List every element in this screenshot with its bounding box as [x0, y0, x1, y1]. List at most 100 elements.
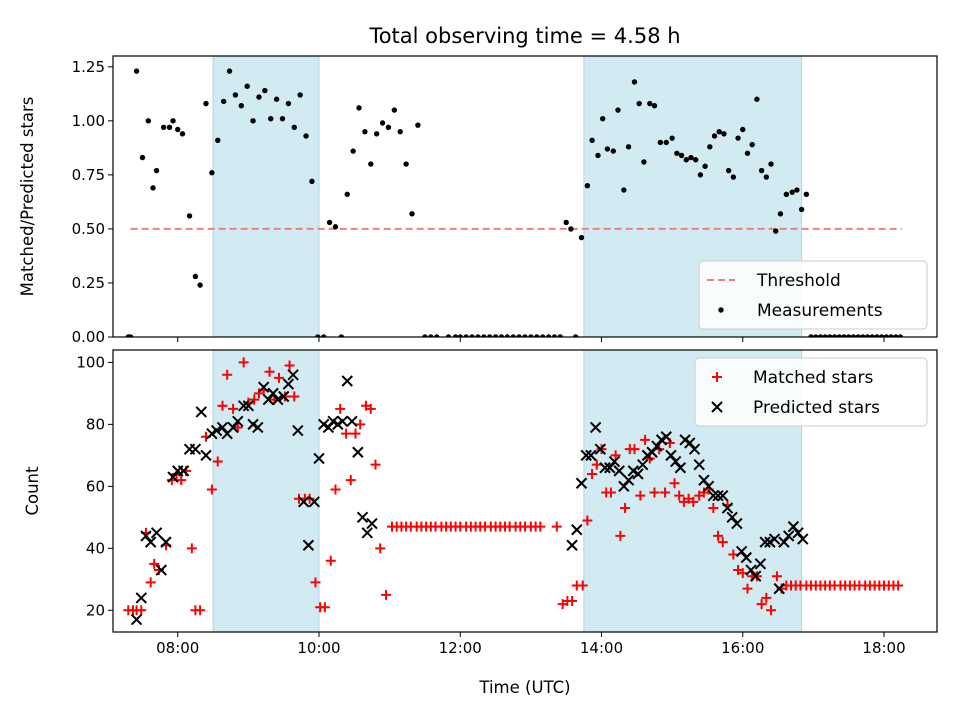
measurement-point [860, 334, 866, 337]
x-tick-label: 14:00 [580, 639, 623, 657]
legend-matched-swatch [712, 372, 722, 382]
predicted-point [356, 511, 369, 524]
matched-point [149, 558, 160, 569]
measurement-point [744, 150, 751, 156]
plot-area [125, 68, 904, 337]
predicted-point [585, 449, 597, 462]
matched-point [669, 478, 680, 489]
measurement-point [768, 161, 774, 167]
predicted-point [237, 400, 250, 412]
measurement-point [315, 334, 321, 337]
measurement-point [850, 334, 857, 337]
legend-box [698, 260, 928, 330]
count-panel: 08:00 10:00 12:00 14:00 16:00 18:00 20 40 60 80 10… [23, 349, 938, 657]
predicted-point [665, 449, 677, 462]
matched-point [289, 391, 300, 402]
measurement-point [893, 334, 899, 337]
measurement-point [773, 228, 779, 234]
measurement-point [510, 334, 516, 337]
matched-point [355, 419, 366, 430]
y-tick-label: 80 [86, 415, 105, 433]
measurement-point [855, 334, 861, 337]
matched-point [708, 503, 719, 514]
measurement-point [631, 79, 638, 85]
measurement-point [226, 68, 233, 74]
measurement-point [716, 128, 722, 135]
measurement-point [702, 163, 708, 169]
matched-point [535, 521, 546, 532]
predicted-point [622, 474, 635, 486]
measurement-point [758, 167, 765, 174]
measurement-point [874, 334, 880, 337]
y-axis-label: Count [23, 466, 42, 516]
matched-point [688, 496, 699, 507]
predicted-point [735, 545, 748, 558]
measurement-point [428, 334, 434, 337]
measurement-point [869, 334, 875, 337]
legend: Matched stars Predicted stars [694, 357, 928, 427]
matched-point [761, 592, 772, 603]
measurement-point [683, 157, 689, 163]
predicted-point [189, 443, 202, 455]
predicted-point [637, 458, 649, 471]
predicted-point [571, 524, 583, 536]
predicted-point [272, 393, 284, 406]
predicted-point [267, 387, 279, 400]
measurement-point [186, 213, 193, 219]
measurement-point [610, 148, 616, 154]
matched-point [582, 515, 593, 526]
measurement-point [160, 124, 167, 131]
measurement-point [563, 219, 569, 226]
measurement-point [595, 152, 601, 159]
predicted-point [361, 527, 373, 539]
measurement-point [321, 334, 327, 337]
matched-point [238, 357, 249, 368]
measurement-point [663, 139, 669, 146]
predicted-point [740, 551, 753, 564]
predicted-point [731, 517, 743, 530]
matched-point [341, 428, 352, 439]
measurement-point [578, 234, 585, 241]
x-tick-label: 10:00 [297, 639, 340, 657]
predicted-point [684, 437, 696, 449]
predicted-point [195, 406, 207, 418]
measurement-point [827, 334, 833, 337]
measurement-point [150, 185, 156, 191]
y-tick-label: 1.25 [72, 58, 105, 76]
matched-point [640, 434, 651, 445]
matched-point [325, 555, 336, 566]
matched-point [345, 475, 356, 486]
measurement-point [749, 141, 755, 148]
measurement-point [657, 139, 664, 146]
matched-point [635, 490, 646, 501]
measurement-point [415, 122, 421, 128]
predicted-point [262, 393, 275, 406]
measurement-point [385, 124, 392, 131]
predicted-point [599, 462, 611, 474]
predicted-point [297, 496, 310, 508]
measurement-point [368, 161, 374, 167]
measurement-point [604, 146, 611, 152]
measurement-point [707, 144, 713, 150]
measurement-point [175, 126, 181, 133]
predicted-point [277, 390, 290, 403]
measurement-point [475, 334, 481, 337]
predicted-point [608, 455, 621, 468]
measurement-point [522, 334, 528, 337]
measurement-point [250, 118, 256, 124]
predicted-point [210, 424, 223, 437]
measurement-point [740, 126, 746, 133]
measurement-point [344, 191, 350, 198]
matched-point [620, 503, 631, 514]
shaded-interval-1 [213, 56, 319, 337]
predicted-point [632, 468, 644, 480]
measurement-point [688, 154, 694, 161]
predicted-point [302, 539, 315, 551]
series-predicted-stars [130, 369, 809, 626]
legend-measurement-swatch [718, 307, 724, 313]
predicted-point [688, 443, 701, 455]
predicted-point [702, 480, 715, 493]
matched-point [195, 605, 206, 616]
measurement-point [303, 133, 309, 139]
predicted-point [594, 443, 607, 455]
